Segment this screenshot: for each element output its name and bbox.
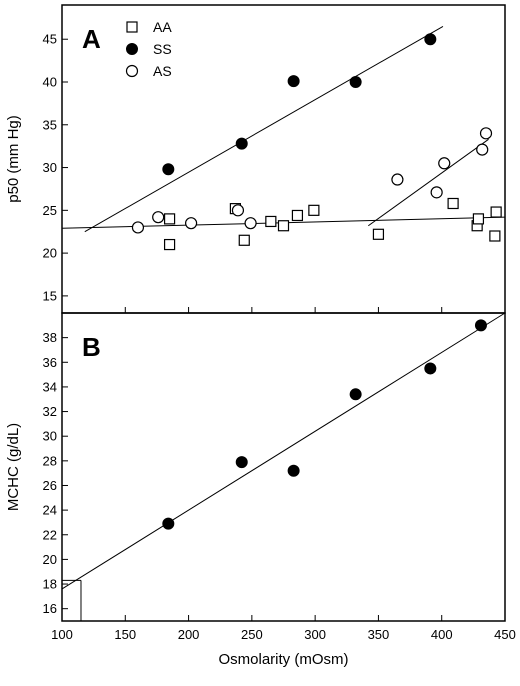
panel-a-y-tick-label-20: 20 <box>43 246 57 261</box>
point-aa-1 <box>163 238 176 251</box>
x-tick-label-300: 300 <box>304 627 326 642</box>
point-aa-6 <box>291 209 304 222</box>
panel-a-y-tick-label-40: 40 <box>43 75 57 90</box>
x-tick-label-200: 200 <box>178 627 200 642</box>
panel-b-x-axis: 100 150 200 250 300 350 400 450 <box>51 615 516 642</box>
point-aa-13 <box>490 206 502 218</box>
point-as-6 <box>430 186 443 199</box>
panel-b-y-tick-label-18: 18 <box>43 577 57 592</box>
panel-a-y-tick-label-30: 30 <box>43 160 57 175</box>
x-tick-label-250: 250 <box>241 627 263 642</box>
panel-a-fit-line-as <box>368 138 489 227</box>
point-as-8 <box>476 143 489 156</box>
panel-a-fit-line-ss <box>84 25 444 233</box>
panel-b-frame <box>61 312 506 622</box>
panel-b-points <box>162 319 487 530</box>
point-aa-4 <box>265 215 277 228</box>
point-ss-4 <box>424 33 437 46</box>
point-as-2 <box>185 217 198 230</box>
point-aa-12 <box>489 230 501 242</box>
point-aa-0 <box>163 213 176 225</box>
legend-marker-aa <box>126 21 138 33</box>
panel-a-y-axis-label: p50 (mm Hg) <box>5 115 22 203</box>
panel-b-y-tick-label-24: 24 <box>43 503 57 518</box>
point-as-4 <box>244 217 257 230</box>
point-ss-3 <box>349 76 362 88</box>
legend: AA SS AS <box>125 19 172 79</box>
x-tick-label-350: 350 <box>368 627 390 642</box>
point-aa-8 <box>372 228 385 240</box>
point-aa-7 <box>308 204 320 216</box>
x-axis-label: Osmolarity (mOsm) <box>219 651 349 668</box>
point-aa-11 <box>472 213 485 225</box>
legend-label-aa: AA <box>153 19 172 35</box>
panel-b-point-ss-0 <box>162 517 175 530</box>
panel-a-letter: A <box>82 24 101 54</box>
point-aa-9 <box>447 197 459 210</box>
point-as-7 <box>438 157 451 170</box>
panel-b-y-tick-label-32: 32 <box>43 404 57 419</box>
point-ss-0 <box>162 163 175 176</box>
panel-b-y-tick-label-36: 36 <box>43 355 57 370</box>
panel-b-y-tick-label-30: 30 <box>43 429 57 444</box>
point-as-3 <box>231 204 245 217</box>
panel-b: 16 18 20 22 24 26 28 30 32 34 36 38 100 150 200 250 300… <box>5 312 516 668</box>
panel-b-fit-lines <box>61 312 506 590</box>
panel-b-y-tick-label-38: 38 <box>43 330 57 345</box>
legend-marker-as <box>125 64 139 78</box>
point-aa-3 <box>238 234 250 246</box>
panel-b-y-tick-label-16: 16 <box>43 601 57 616</box>
legend-label-as: AS <box>153 63 172 79</box>
panel-a-y-tick-label-45: 45 <box>43 32 57 47</box>
point-as-0 <box>131 221 145 234</box>
panel-a: 15 20 25 30 35 40 45 A AA SS AS p50 (mm Hg) <box>5 4 506 314</box>
panel-b-point-ss-3 <box>349 388 362 401</box>
point-as-5 <box>391 173 404 186</box>
panel-b-y-tick-label-22: 22 <box>43 527 57 542</box>
panel-b-y-tick-label-26: 26 <box>43 478 57 493</box>
panel-b-reference-line <box>62 579 82 621</box>
point-as-9 <box>479 127 493 140</box>
panel-b-y-axis-label: MCHC (g/dL) <box>5 423 22 511</box>
legend-marker-ss <box>126 43 138 55</box>
panel-b-y-axis: 16 18 20 22 24 26 28 30 32 34 36 38 <box>43 330 68 616</box>
panel-b-point-ss-1 <box>235 456 248 469</box>
point-ss-2 <box>287 75 300 88</box>
point-ss-1 <box>235 137 248 150</box>
panel-a-y-tick-label-15: 15 <box>43 288 57 303</box>
panel-a-y-tick-label-25: 25 <box>43 203 57 218</box>
panel-b-point-ss-2 <box>287 464 300 477</box>
panel-a-y-axis: 15 20 25 30 35 40 45 <box>43 32 68 303</box>
panel-a-points <box>131 33 502 251</box>
panel-b-letter: B <box>82 332 101 362</box>
legend-label-ss: SS <box>153 41 172 57</box>
panel-a-x-ticks <box>61 307 506 313</box>
panel-b-point-ss-4 <box>424 362 437 375</box>
panel-b-y-tick-label-20: 20 <box>43 552 57 567</box>
x-tick-label-100: 100 <box>51 627 73 642</box>
panel-a-fit-lines <box>61 25 506 233</box>
panel-b-point-ss-5 <box>474 319 487 332</box>
panel-b-fit-line-ss <box>61 312 506 590</box>
x-tick-label-450: 450 <box>494 627 516 642</box>
panel-b-y-tick-label-28: 28 <box>43 453 57 468</box>
point-aa-5 <box>277 220 290 232</box>
x-tick-label-150: 150 <box>114 627 136 642</box>
point-as-1 <box>152 211 165 224</box>
x-tick-label-400: 400 <box>431 627 453 642</box>
panel-b-y-tick-label-34: 34 <box>43 379 57 394</box>
panel-a-y-tick-label-35: 35 <box>43 117 57 132</box>
